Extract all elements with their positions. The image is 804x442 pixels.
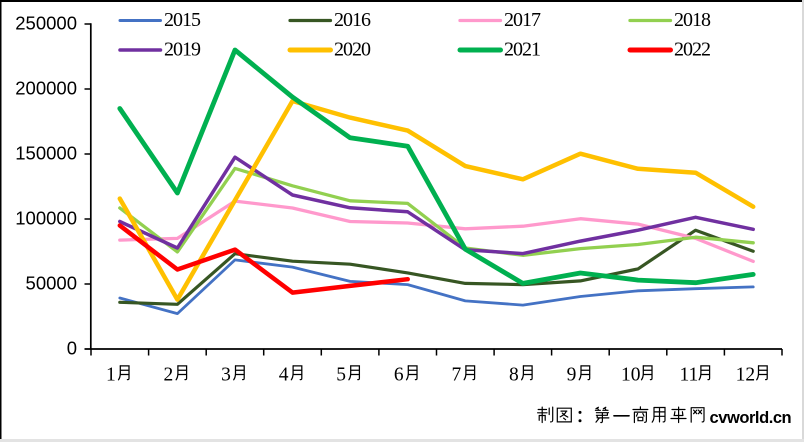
svg-text:3: 3 <box>221 365 231 386</box>
svg-text:10: 10 <box>621 365 641 386</box>
svg-text:0: 0 <box>67 338 77 359</box>
svg-text:9: 9 <box>567 365 577 386</box>
svg-text:2018: 2018 <box>674 9 711 31</box>
svg-text:250000: 250000 <box>15 13 77 34</box>
svg-text:8: 8 <box>509 365 519 386</box>
svg-text:2021: 2021 <box>504 39 540 61</box>
svg-text:12: 12 <box>736 365 756 386</box>
svg-text:150000: 150000 <box>15 143 77 164</box>
svg-text:1: 1 <box>106 365 116 386</box>
svg-text:2015: 2015 <box>164 9 201 31</box>
svg-text:2020: 2020 <box>334 39 371 61</box>
svg-text:2019: 2019 <box>164 39 201 61</box>
svg-text:2: 2 <box>164 365 174 386</box>
svg-text:100000: 100000 <box>15 208 77 229</box>
svg-text:2017: 2017 <box>504 9 541 31</box>
svg-text:2016: 2016 <box>334 9 371 31</box>
svg-text:11: 11 <box>680 365 699 386</box>
svg-text:50000: 50000 <box>26 273 77 294</box>
svg-text:2022: 2022 <box>674 39 710 61</box>
svg-text:7: 7 <box>452 365 462 386</box>
svg-text:200000: 200000 <box>15 78 77 99</box>
svg-text:cvworld.cn: cvworld.cn <box>710 409 792 427</box>
svg-text:5: 5 <box>336 365 346 386</box>
svg-text:4: 4 <box>279 365 289 386</box>
svg-text:6: 6 <box>394 365 404 386</box>
